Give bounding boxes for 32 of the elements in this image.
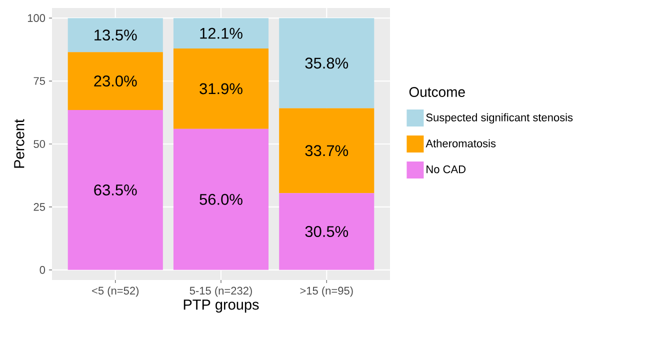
bar (173, 128, 269, 270)
data-label: 35.8% (305, 58, 348, 69)
x-axis-title: PTP groups (184, 300, 259, 313)
bar (173, 18, 269, 49)
legend-label: Suspected significant stenosis (426, 113, 573, 124)
bar (68, 110, 163, 270)
data-label: 31.9% (200, 83, 242, 94)
data-label: 30.5% (305, 226, 348, 238)
x-tick-label: 5-15 (n=232) (190, 286, 252, 297)
data-label: 63.5% (94, 184, 137, 196)
data-label: 12.1% (200, 28, 242, 39)
y-tick-label: 100 (28, 14, 46, 22)
bar (68, 18, 163, 52)
data-label: 33.7% (305, 145, 348, 156)
x-tick-label: >15 (n=95) (300, 286, 353, 297)
data-label: 56.0% (200, 194, 242, 205)
y-tick-label: 0 (40, 266, 46, 274)
y-axis-title: Percent (14, 119, 24, 168)
data-label: 13.5% (94, 30, 137, 41)
bar (68, 52, 163, 110)
bar (279, 18, 374, 108)
y-tick-label: 25 (34, 203, 46, 211)
data-label: 23.0% (94, 76, 137, 87)
legend-title: Outcome (409, 87, 465, 97)
y-tick-label: 50 (34, 140, 46, 148)
bar (279, 193, 374, 270)
y-tick-label: 75 (34, 77, 46, 85)
bar (279, 108, 374, 194)
x-tick-label: <5 (n=52) (92, 286, 139, 297)
legend-label: Atheromatosis (426, 139, 496, 148)
legend-label: No CAD (426, 165, 466, 174)
bar (173, 48, 269, 129)
